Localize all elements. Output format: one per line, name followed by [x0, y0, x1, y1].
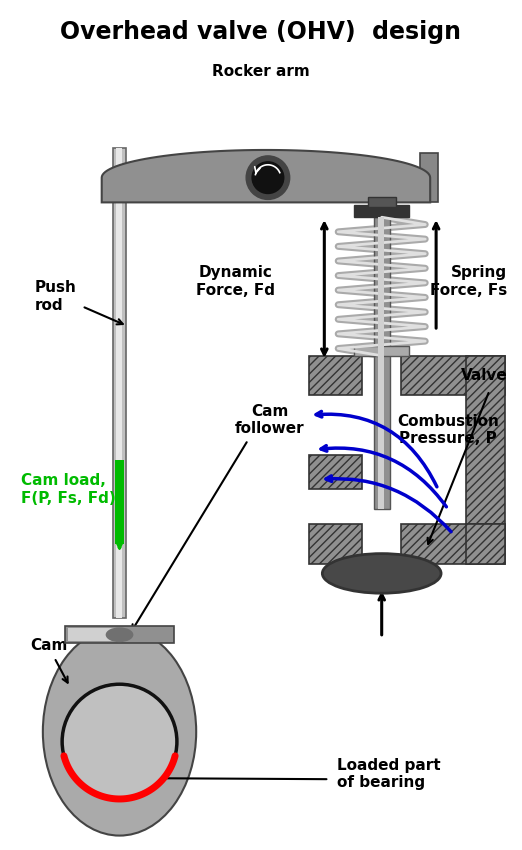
FancyBboxPatch shape	[354, 346, 409, 356]
Circle shape	[246, 156, 290, 200]
FancyBboxPatch shape	[420, 153, 438, 202]
Text: Dynamic
Force, Fd: Dynamic Force, Fd	[196, 265, 275, 298]
FancyBboxPatch shape	[368, 197, 396, 207]
Text: Valve: Valve	[460, 368, 507, 383]
FancyBboxPatch shape	[115, 148, 123, 618]
Text: Combustion
Pressure, P: Combustion Pressure, P	[397, 414, 499, 446]
Circle shape	[62, 684, 177, 799]
FancyBboxPatch shape	[65, 626, 174, 643]
FancyBboxPatch shape	[466, 356, 505, 529]
Ellipse shape	[105, 627, 134, 642]
Text: Loaded part
of bearing: Loaded part of bearing	[337, 758, 441, 791]
FancyBboxPatch shape	[466, 524, 505, 564]
Ellipse shape	[43, 628, 196, 836]
FancyBboxPatch shape	[354, 206, 409, 218]
FancyBboxPatch shape	[378, 218, 384, 509]
Ellipse shape	[80, 635, 159, 689]
FancyBboxPatch shape	[113, 148, 126, 618]
FancyBboxPatch shape	[374, 558, 389, 588]
Text: Cam
follower: Cam follower	[235, 404, 305, 436]
Text: Push
rod: Push rod	[34, 280, 76, 313]
FancyBboxPatch shape	[310, 356, 362, 395]
FancyBboxPatch shape	[401, 356, 505, 395]
FancyBboxPatch shape	[68, 628, 117, 641]
Text: Spring
Force, Fs: Spring Force, Fs	[430, 265, 507, 298]
FancyBboxPatch shape	[114, 460, 124, 544]
Text: Rocker arm: Rocker arm	[212, 65, 310, 79]
FancyBboxPatch shape	[401, 524, 505, 564]
FancyBboxPatch shape	[374, 218, 389, 509]
Text: Cam: Cam	[30, 638, 68, 653]
Text: Cam load,
F(P, Fs, Fd): Cam load, F(P, Fs, Fd)	[20, 473, 115, 506]
FancyBboxPatch shape	[310, 524, 362, 564]
Polygon shape	[102, 150, 430, 202]
Text: Overhead valve (OHV)  design: Overhead valve (OHV) design	[61, 20, 461, 44]
Ellipse shape	[323, 553, 441, 593]
FancyBboxPatch shape	[310, 455, 362, 490]
Circle shape	[252, 162, 284, 194]
FancyBboxPatch shape	[105, 179, 134, 197]
